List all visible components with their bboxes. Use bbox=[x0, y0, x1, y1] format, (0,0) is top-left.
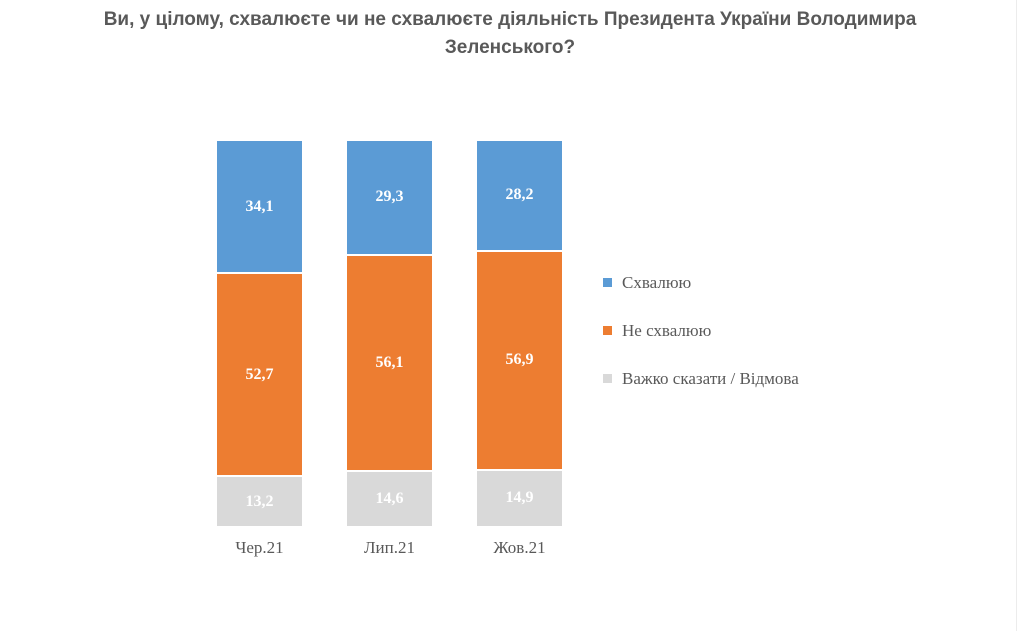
legend-swatch-icon bbox=[603, 374, 612, 383]
x-axis-label: Чер.21 bbox=[235, 538, 284, 557]
data-label: 14,6 bbox=[375, 489, 404, 507]
bar-segment: 14,6 bbox=[347, 469, 432, 526]
bar-segment: 34,1 bbox=[217, 141, 302, 273]
data-label: 14,9 bbox=[505, 489, 534, 507]
legend-label: Не схвалюю bbox=[622, 320, 712, 340]
stacked-bar-Лип.21: 29,3 56,1 14,6 bbox=[347, 141, 432, 526]
legend-label: Важко сказати / Відмова bbox=[622, 368, 799, 388]
bar-segment: 56,9 bbox=[477, 249, 562, 469]
x-axis-label: Лип.21 bbox=[364, 538, 415, 557]
legend-label: Схвалюю bbox=[622, 272, 692, 292]
legend-item: Важко сказати / Відмова bbox=[603, 368, 799, 389]
page-right-border bbox=[1016, 0, 1017, 631]
bar-segment: 52,7 bbox=[217, 272, 302, 476]
chart-title: Ви, у цілому, схвалюєте чи не схвалюєте … bbox=[0, 6, 1020, 62]
bar-segment: 28,2 bbox=[477, 141, 562, 250]
chart-title-line-1: Ви, у цілому, схвалюєте чи не схвалюєте … bbox=[103, 9, 917, 30]
data-label: 34,1 bbox=[245, 197, 274, 215]
bar-segment: 56,1 bbox=[347, 253, 432, 470]
legend-item: Схвалюю bbox=[603, 272, 799, 293]
bar-segment: 14,9 bbox=[477, 468, 562, 526]
data-label: 28,2 bbox=[505, 186, 534, 204]
x-axis-label: Жов.21 bbox=[493, 538, 546, 557]
data-label: 29,3 bbox=[375, 188, 404, 206]
chart-title-line-2: Зеленського? bbox=[444, 37, 576, 58]
legend-swatch-icon bbox=[603, 326, 612, 335]
legend-swatch-icon bbox=[603, 278, 612, 287]
data-label: 13,2 bbox=[245, 492, 274, 510]
bar-segment: 13,2 bbox=[217, 475, 302, 526]
stacked-bar-Чер.21: 34,1 52,7 13,2 bbox=[217, 141, 302, 526]
bar-segment: 29,3 bbox=[347, 141, 432, 254]
legend-item: Не схвалюю bbox=[603, 320, 799, 341]
chart-legend: Схвалюю Не схвалюю Важко сказати / Відмова bbox=[603, 272, 799, 416]
data-label: 56,9 bbox=[505, 351, 534, 369]
data-label: 56,1 bbox=[375, 353, 404, 371]
stacked-bar-Жов.21: 28,2 56,9 14,9 bbox=[477, 141, 562, 526]
data-label: 52,7 bbox=[245, 365, 274, 383]
